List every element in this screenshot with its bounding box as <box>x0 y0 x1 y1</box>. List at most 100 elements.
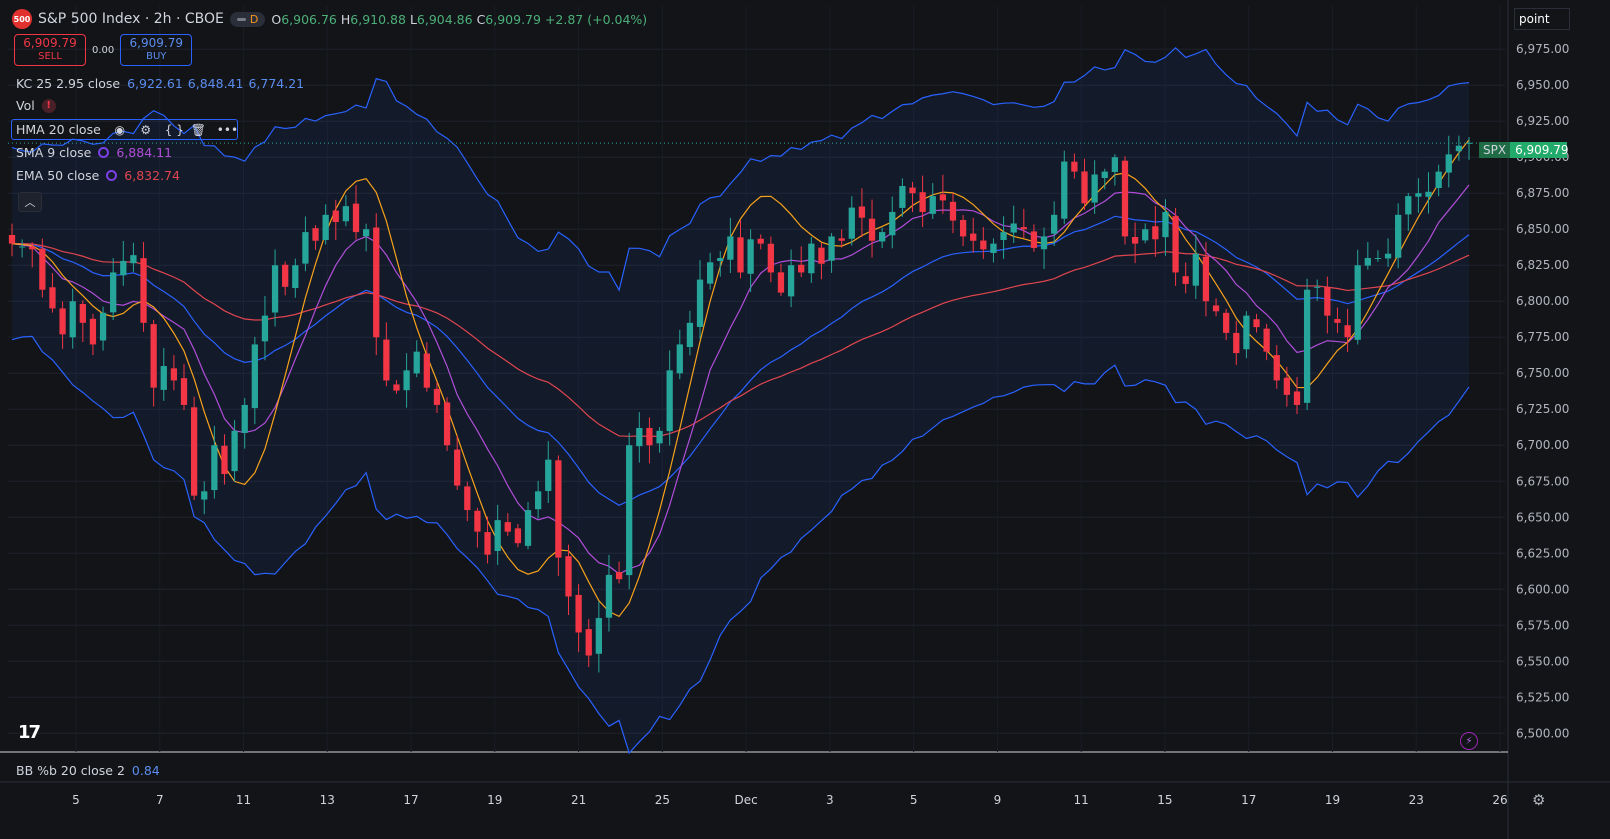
symbol-header[interactable]: 500 S&P 500 Index · 2h · CBOE D O6,906.7… <box>12 9 647 29</box>
symbol-title[interactable]: S&P 500 Index · 2h · CBOE <box>38 11 224 27</box>
candle-body <box>110 272 117 313</box>
change-value: +2.87 (+0.04%) <box>544 11 648 27</box>
candle-body <box>1030 231 1038 248</box>
candle-body <box>211 445 218 491</box>
candle-body <box>1344 325 1351 338</box>
candle-body <box>403 370 410 391</box>
candle-body <box>747 239 754 274</box>
settings-icon[interactable]: ⚙ <box>140 122 152 137</box>
candle-body <box>454 449 461 486</box>
trash-icon[interactable]: 🗑 <box>190 122 207 137</box>
y-tick-label: 6,625.00 <box>1516 546 1569 560</box>
candle-body <box>362 229 370 237</box>
price-tag-value: 6,909.79 <box>1510 142 1569 158</box>
x-tick-label: 13 <box>320 793 335 807</box>
candle-body <box>261 315 269 342</box>
x-tick-label: 26 <box>1492 793 1507 807</box>
indicator-ema[interactable]: EMA 50 close 6,832.74 <box>16 168 180 183</box>
candle-body <box>1303 289 1311 403</box>
candle-body <box>717 258 724 261</box>
candle-body <box>484 532 491 555</box>
x-tick-label: 11 <box>236 793 251 807</box>
loading-icon <box>106 170 118 181</box>
candle-body <box>767 243 774 273</box>
bb-label: BB %b 20 close 2 <box>16 763 125 778</box>
candle-body <box>787 265 795 297</box>
high-label: H <box>340 11 351 27</box>
candle-body <box>1091 174 1098 203</box>
kc-lower-value: 6,774.21 <box>248 76 305 91</box>
candle-body <box>545 459 552 491</box>
candle-body <box>514 528 522 544</box>
scale-mode-label[interactable]: point <box>1514 8 1570 30</box>
x-tick-label: 3 <box>826 793 834 807</box>
lightning-icon[interactable]: ⚡ <box>1460 732 1478 750</box>
indicator-kc[interactable]: KC 25 2.95 close 6,922.61 6,848.41 6,774… <box>16 76 304 91</box>
hma-20-line <box>11 139 1470 618</box>
indicator-bb[interactable]: BB %b 20 close 2 0.84 <box>16 763 160 778</box>
candle-body <box>1405 196 1412 215</box>
kc-label: KC 25 2.95 close <box>16 76 121 91</box>
candle-body <box>464 486 471 511</box>
candle-body <box>1465 142 1473 144</box>
candle-body <box>848 207 855 239</box>
candle-body <box>180 378 188 405</box>
vol-label: Vol <box>16 98 35 113</box>
candle-body <box>919 192 926 212</box>
candle-body <box>939 194 946 201</box>
chevron-up-icon[interactable]: ︿ <box>18 192 42 212</box>
candle-body <box>89 318 97 345</box>
candle-body <box>1425 191 1432 197</box>
candle-body <box>666 370 673 432</box>
candle-body <box>1081 171 1088 204</box>
candle-body <box>575 594 582 633</box>
candle-body <box>686 322 694 348</box>
candle-body <box>990 243 997 253</box>
candle-body <box>1162 211 1169 238</box>
time-axis[interactable]: 5 7 11 13 17 19 21 25 Dec 3 5 9 11 15 17 19 23 26 <box>72 793 1507 807</box>
candle-body <box>1324 287 1331 316</box>
indicator-hma[interactable]: HMA 20 close ◉ ⚙ { } 🗑 ••• <box>11 119 238 140</box>
eye-icon[interactable]: ◉ <box>114 122 126 137</box>
ema-50-line <box>11 243 1470 437</box>
spread-value: 0.00 <box>92 44 115 56</box>
candle-body <box>433 388 441 405</box>
price-tag-symbol: SPX <box>1479 142 1511 158</box>
price-axis[interactable]: 6,500.00 6,525.00 6,550.00 6,575.00 6,600.00… <box>1516 42 1569 740</box>
candle-body <box>524 510 532 546</box>
candle-body <box>565 556 572 597</box>
candle-body <box>535 491 542 510</box>
y-tick-label: 6,925.00 <box>1516 114 1569 128</box>
indicator-vol[interactable]: Vol ! <box>16 98 56 113</box>
ema-label: EMA 50 close <box>16 168 100 183</box>
candle-body <box>342 206 350 222</box>
candle-body <box>352 203 360 233</box>
candle-body <box>1020 227 1027 230</box>
bb-value: 0.84 <box>131 763 160 778</box>
candle-body <box>1061 161 1068 219</box>
more-icon[interactable]: ••• <box>216 122 239 137</box>
warning-icon[interactable]: ! <box>41 98 56 113</box>
candle-body <box>221 445 228 475</box>
candle-body <box>1314 286 1321 288</box>
candle-body <box>949 201 957 221</box>
candle-body <box>190 407 198 496</box>
status-dot <box>236 17 246 21</box>
braces-icon[interactable]: { } <box>164 122 184 137</box>
buy-button[interactable]: 6,909.79 BUY <box>120 34 193 66</box>
candle-body <box>1172 216 1179 273</box>
close-value: 6,909.79 <box>485 11 541 27</box>
x-tick-label: 21 <box>571 793 586 807</box>
y-tick-label: 6,650.00 <box>1516 510 1569 524</box>
indicator-sma[interactable]: SMA 9 close 6,884.11 <box>16 145 172 160</box>
gear-icon[interactable]: ⚙ <box>1532 791 1546 809</box>
tradingview-logo[interactable]: 𝟭𝟳 <box>18 722 41 743</box>
buy-label: BUY <box>146 51 167 62</box>
candle-body <box>1415 193 1422 197</box>
market-status-pill[interactable]: D <box>229 11 266 27</box>
sell-button[interactable]: 6,909.79 SELL <box>14 34 86 66</box>
candle-body <box>1395 214 1402 258</box>
candle-body <box>393 384 400 391</box>
